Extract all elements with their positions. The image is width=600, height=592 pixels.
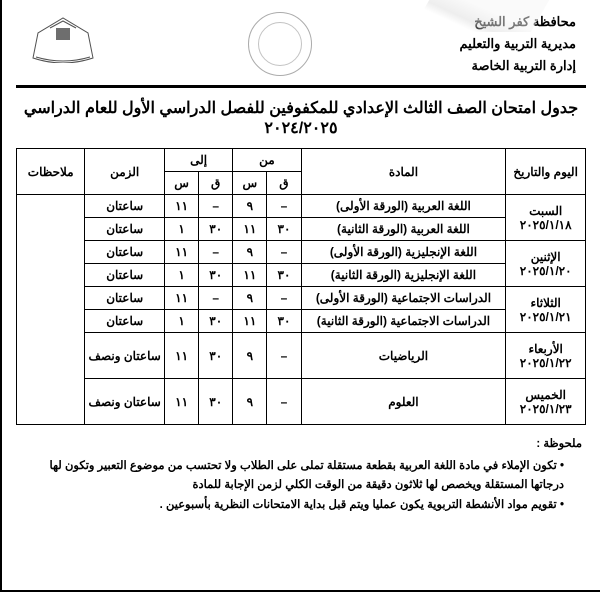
cell-date: الإثنين٢٠٢٥/١/٢٠ [506,241,586,287]
table-row: الإثنين٢٠٢٥/١/٢٠اللغة الإنجليزية (الورقة… [17,241,586,264]
cell-subject: اللغة الإنجليزية (الورقة الأولى) [301,241,506,264]
cell-subject: الدراسات الاجتماعية (الورقة الثانية) [301,310,506,333]
cell-to-q: – [199,287,233,310]
cell-duration: ساعتان [85,241,165,264]
exam-schedule-table: اليوم والتاريخ المادة من إلى الزمن ملاحظ… [16,148,586,425]
cell-subject: اللغة الإنجليزية (الورقة الثانية) [301,264,506,287]
cell-from-q: ٣٠ [267,310,301,333]
col-date: اليوم والتاريخ [506,149,586,195]
cell-subject: الرياضيات [301,333,506,379]
cell-to-q: ٣٠ [199,379,233,425]
cell-to-q: ٣٠ [199,310,233,333]
cell-from-s: ٩ [233,241,267,264]
cell-from-s: ٩ [233,379,267,425]
cell-from-s: ١١ [233,310,267,333]
notes-section: ملحوظة : تكون الإملاء في مادة اللغة العر… [16,435,586,515]
table-row: السبت٢٠٢٥/١/١٨اللغة العربية (الورقة الأو… [17,195,586,218]
cell-to-s: ١ [165,310,199,333]
table-row: الدراسات الاجتماعية (الورقة الثانية)٣٠١١… [17,310,586,333]
cell-to-s: ١ [165,218,199,241]
table-row: الأربعاء٢٠٢٥/١/٢٢الرياضيات–٩٣٠١١ساعتان و… [17,333,586,379]
header-divider [16,85,586,88]
cell-duration: ساعتان ونصف [85,379,165,425]
table-row: اللغة العربية (الورقة الثانية)٣٠١١٣٠١ساع… [17,218,586,241]
cell-from-s: ٩ [233,287,267,310]
cell-from-s: ١١ [233,218,267,241]
note-item: تقويم مواد الأنشطة التربوية يكون عمليا و… [16,496,564,516]
cell-subject: العلوم [301,379,506,425]
cell-duration: ساعتان [85,287,165,310]
cell-from-q: – [267,241,301,264]
col-notes: ملاحظات [17,149,85,195]
cell-from-q: – [267,195,301,218]
cell-from-q: – [267,333,301,379]
cell-subject: الدراسات الاجتماعية (الورقة الأولى) [301,287,506,310]
col-duration: الزمن [85,149,165,195]
table-row: اللغة الإنجليزية (الورقة الثانية)٣٠١١٣٠١… [17,264,586,287]
cell-to-q: – [199,195,233,218]
cell-from-q: – [267,379,301,425]
cell-to-q: – [199,241,233,264]
cell-duration: ساعتان ونصف [85,333,165,379]
cell-to-q: ٣٠ [199,218,233,241]
cell-to-s: ١١ [165,379,199,425]
col-from: من [233,149,301,172]
cell-from-q: ٣٠ [267,264,301,287]
cell-duration: ساعتان [85,310,165,333]
cell-to-s: ١ [165,264,199,287]
table-body: السبت٢٠٢٥/١/١٨اللغة العربية (الورقة الأو… [17,195,586,425]
schedule-title: جدول امتحان الصف الثالث الإعدادي للمكفوف… [16,98,586,138]
cell-subject: اللغة العربية (الورقة الأولى) [301,195,506,218]
col-to: إلى [165,149,233,172]
table-header: اليوم والتاريخ المادة من إلى الزمن ملاحظ… [17,149,586,195]
cell-notes [17,195,85,425]
cell-to-s: ١١ [165,287,199,310]
cell-to-s: ١١ [165,195,199,218]
col-subject: المادة [301,149,506,195]
cell-date: الخميس٢٠٢٥/١/٢٣ [506,379,586,425]
cell-from-s: ٩ [233,333,267,379]
ministry-logo-icon [26,12,100,64]
cell-date: الأربعاء٢٠٢٥/١/٢٢ [506,333,586,379]
cell-duration: ساعتان [85,218,165,241]
cell-duration: ساعتان [85,195,165,218]
cell-date: الثلاثاء٢٠٢٥/١/٢١ [506,287,586,333]
cell-from-s: ١١ [233,264,267,287]
cell-duration: ساعتان [85,264,165,287]
col-to-q: ق [199,172,233,195]
cell-subject: اللغة العربية (الورقة الثانية) [301,218,506,241]
cell-from-q: ٣٠ [267,218,301,241]
col-to-s: س [165,172,199,195]
cell-from-q: – [267,287,301,310]
cell-to-q: ٣٠ [199,264,233,287]
table-row: الثلاثاء٢٠٢٥/١/٢١الدراسات الاجتماعية (ال… [17,287,586,310]
cell-to-s: ١١ [165,241,199,264]
cell-to-s: ١١ [165,333,199,379]
cell-from-s: ٩ [233,195,267,218]
directorate: مديرية التربية والتعليم [460,34,577,55]
col-from-s: س [233,172,267,195]
notes-title: ملحوظة : [16,435,582,455]
official-seal-icon [248,12,312,76]
note-item: تكون الإملاء في مادة اللغة العربية بقطعة… [16,457,564,496]
cell-date: السبت٢٠٢٥/١/١٨ [506,195,586,241]
department: إدارة التربية الخاصة [460,56,577,77]
cell-to-q: ٣٠ [199,333,233,379]
col-from-q: ق [267,172,301,195]
notes-list: تكون الإملاء في مادة اللغة العربية بقطعة… [16,457,582,516]
table-row: الخميس٢٠٢٥/١/٢٣العلوم–٩٣٠١١ساعتان ونصف [17,379,586,425]
